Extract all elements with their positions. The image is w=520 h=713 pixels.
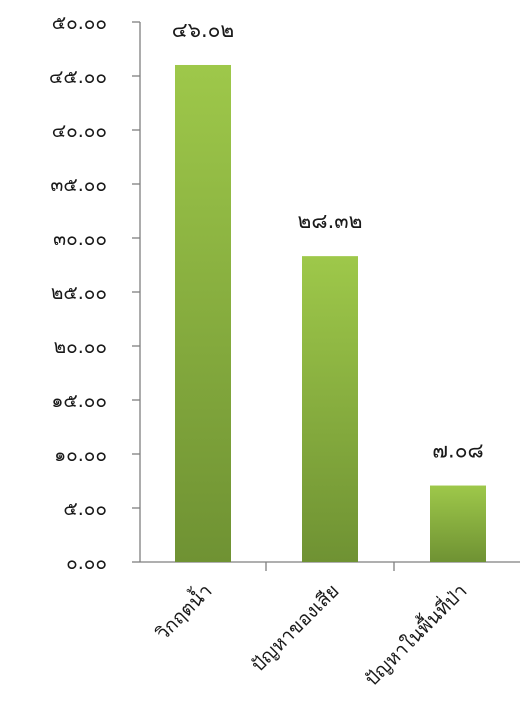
category-label: ปัญหาในพื้นที่ป่า [359, 578, 472, 691]
data-label: ๒๘.๓๒ [298, 209, 363, 233]
y-tick-label: ๑๕.๐๐ [51, 390, 107, 412]
category-label: ปัญหาของเสีย [247, 580, 343, 676]
y-tick-label: ๔๕.๐๐ [49, 66, 107, 88]
y-tick-label: ๐.๐๐ [66, 552, 107, 574]
bar [302, 256, 358, 562]
y-tick-label: ๔๐.๐๐ [52, 120, 107, 142]
bar [430, 485, 486, 562]
bar [175, 64, 231, 562]
data-label: ๔๖.๐๒ [172, 18, 235, 42]
y-axis: ๐.๐๐ ๕.๐๐ ๑๐.๐๐ ๑๕.๐๐ ๒๐.๐๐ ๒๕.๐๐ ๓๐.๐๐ ๓๕.๐๐ ๔๐… [49, 12, 141, 574]
y-tick-label: ๕.๐๐ [63, 498, 107, 520]
y-tick-label: ๓๕.๐๐ [50, 174, 107, 196]
data-label: ๗.๐๘ [432, 439, 484, 463]
x-axis [140, 561, 520, 571]
y-tick-label: ๒๕.๐๐ [51, 282, 107, 304]
y-tick-label: ๓๐.๐๐ [53, 228, 107, 250]
y-tick-label: ๒๐.๐๐ [54, 336, 107, 358]
bar-series [175, 64, 486, 562]
category-labels: วิกฤตน้ำ ปัญหาของเสีย ปัญหาในพื้นที่ป่า [149, 578, 471, 691]
y-tick-label: ๑๐.๐๐ [54, 444, 107, 466]
category-label: วิกฤตน้ำ [149, 578, 216, 645]
y-tick-label: ๕๐.๐๐ [52, 12, 107, 34]
